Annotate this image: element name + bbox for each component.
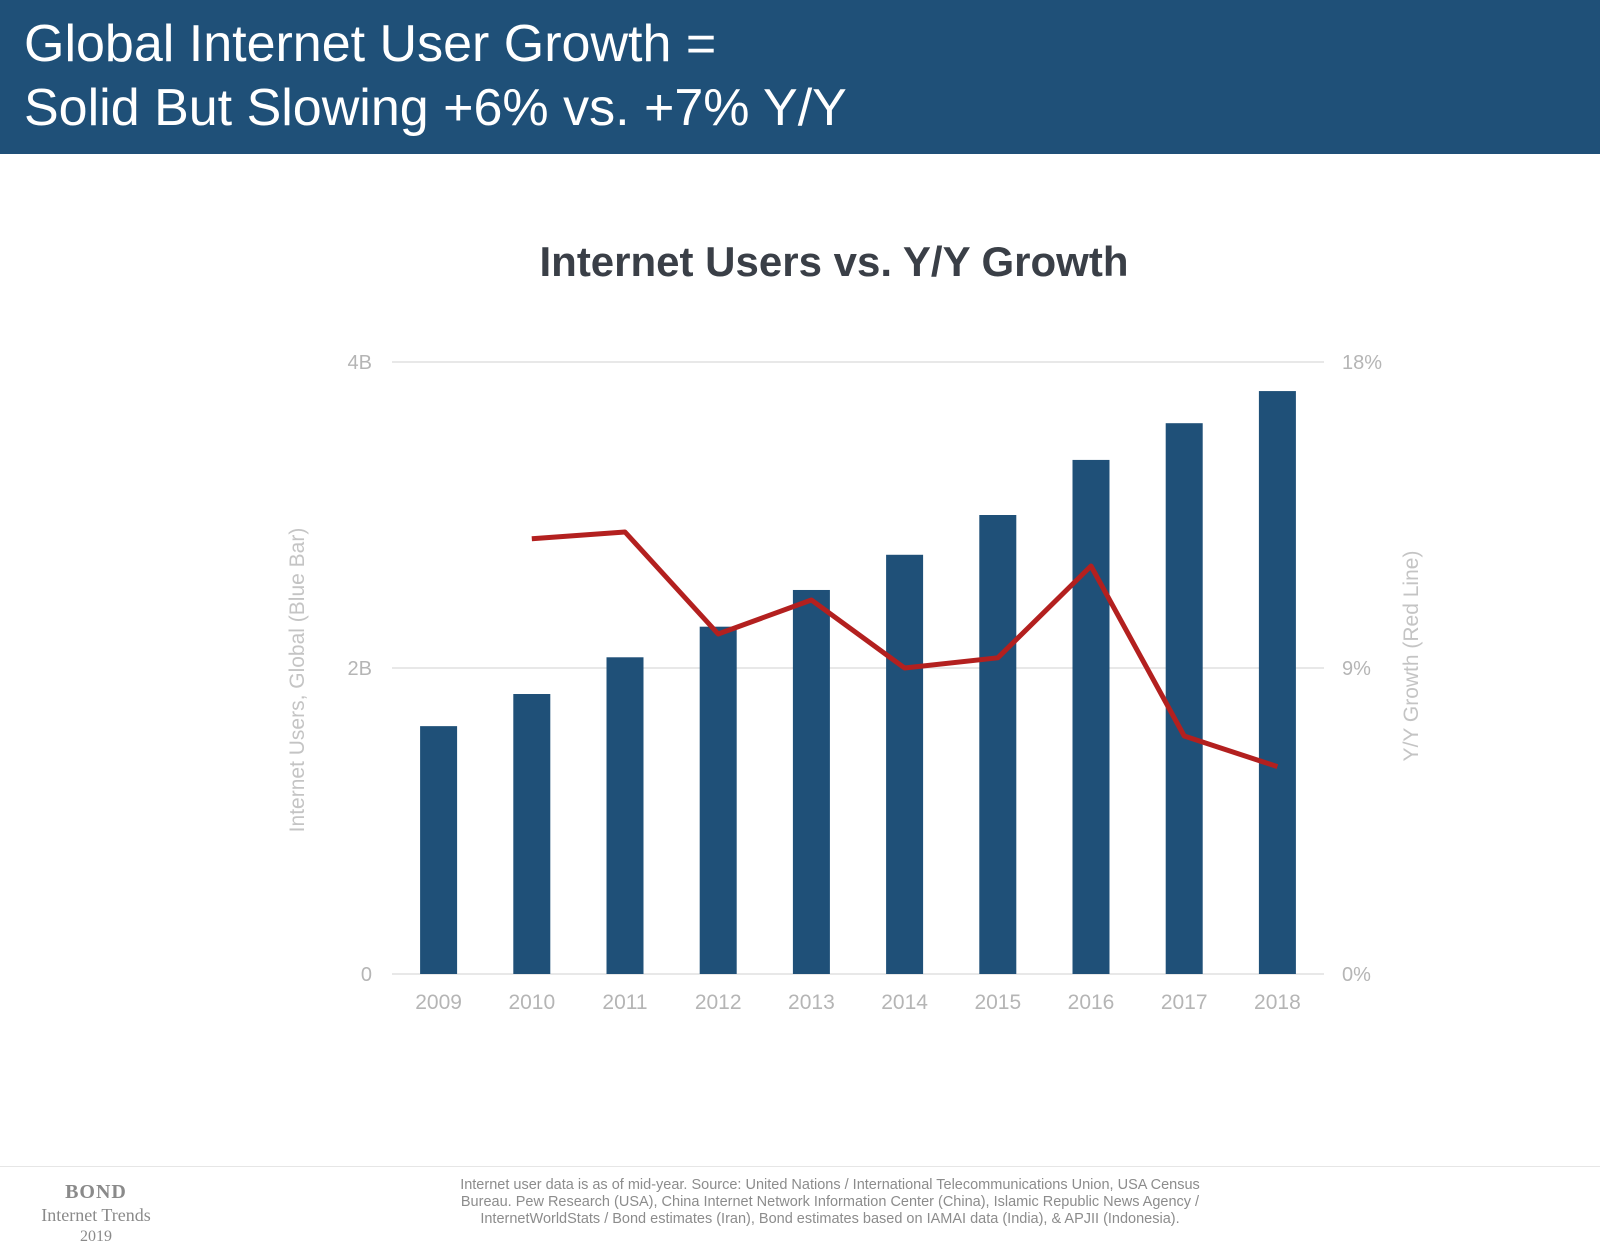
x-tick-label: 2013 [788,991,835,1014]
source-note: Internet user data is as of mid-year. So… [390,1177,1270,1228]
source-line-2: Bureau. Pew Research (USA), China Intern… [460,1194,1200,1210]
slide-title-line-1: Global Internet User Growth = [24,15,717,73]
bar [513,694,551,974]
bar [1258,391,1296,974]
header-banner: Global Internet User Growth = Solid But … [0,0,1600,154]
y-tick-label: 2B [348,658,372,680]
bar [1072,459,1110,974]
x-tick-label: 2011 [602,991,647,1014]
x-tick-label: 2015 [974,991,1021,1014]
y2-tick-label: 18% [1342,352,1382,374]
chart: Internet Users vs. Y/Y Growth 0 2B 4B 0% 9% 1… [286,238,1423,1014]
x-tick-label: 2012 [695,991,742,1014]
bar [1165,423,1203,974]
bar [792,589,830,974]
x-tick-label: 2016 [1068,991,1115,1014]
x-tick-label: 2010 [508,991,555,1014]
bar [979,515,1017,974]
bar [606,657,644,974]
y2-tick-label: 0% [1342,964,1371,986]
x-tick-label: 2014 [881,991,928,1014]
bar [420,726,458,974]
footer-divider [0,1166,1600,1167]
logo-subtitle: Internet Trends [41,1205,151,1225]
y-axis-label: Internet Users, Global (Blue Bar) [286,528,309,833]
y2-axis-label: Y/Y Growth (Red Line) [1400,551,1423,762]
logo-brand: BOND [65,1181,127,1203]
x-tick-label: 2018 [1254,991,1301,1014]
y-tick-label: 0 [361,964,372,986]
bond-logo: BOND Internet Trends 2019 [28,1180,164,1248]
slide-title-line-2: Solid But Slowing +6% vs. +7% Y/Y [24,79,847,137]
y2-tick-label: 9% [1342,658,1371,680]
axes: 0 2B 4B 0% 9% 18% 2009 2010 2011 2012 2013 2014 2015… [348,352,1383,1014]
bar [699,626,737,974]
bar-series [420,391,1296,974]
chart-title: Internet Users vs. Y/Y Growth [540,238,1129,285]
line-series [531,529,1279,769]
logo-year: 2019 [80,1228,112,1245]
source-line-1: Internet user data is as of mid-year. So… [460,1177,1200,1193]
x-tick-label: 2009 [415,991,462,1014]
x-tick-label: 2017 [1161,991,1208,1014]
bar [886,554,924,974]
source-line-3: InternetWorldStats / Bond estimates (Ira… [480,1211,1180,1227]
y-tick-label: 4B [348,352,372,374]
